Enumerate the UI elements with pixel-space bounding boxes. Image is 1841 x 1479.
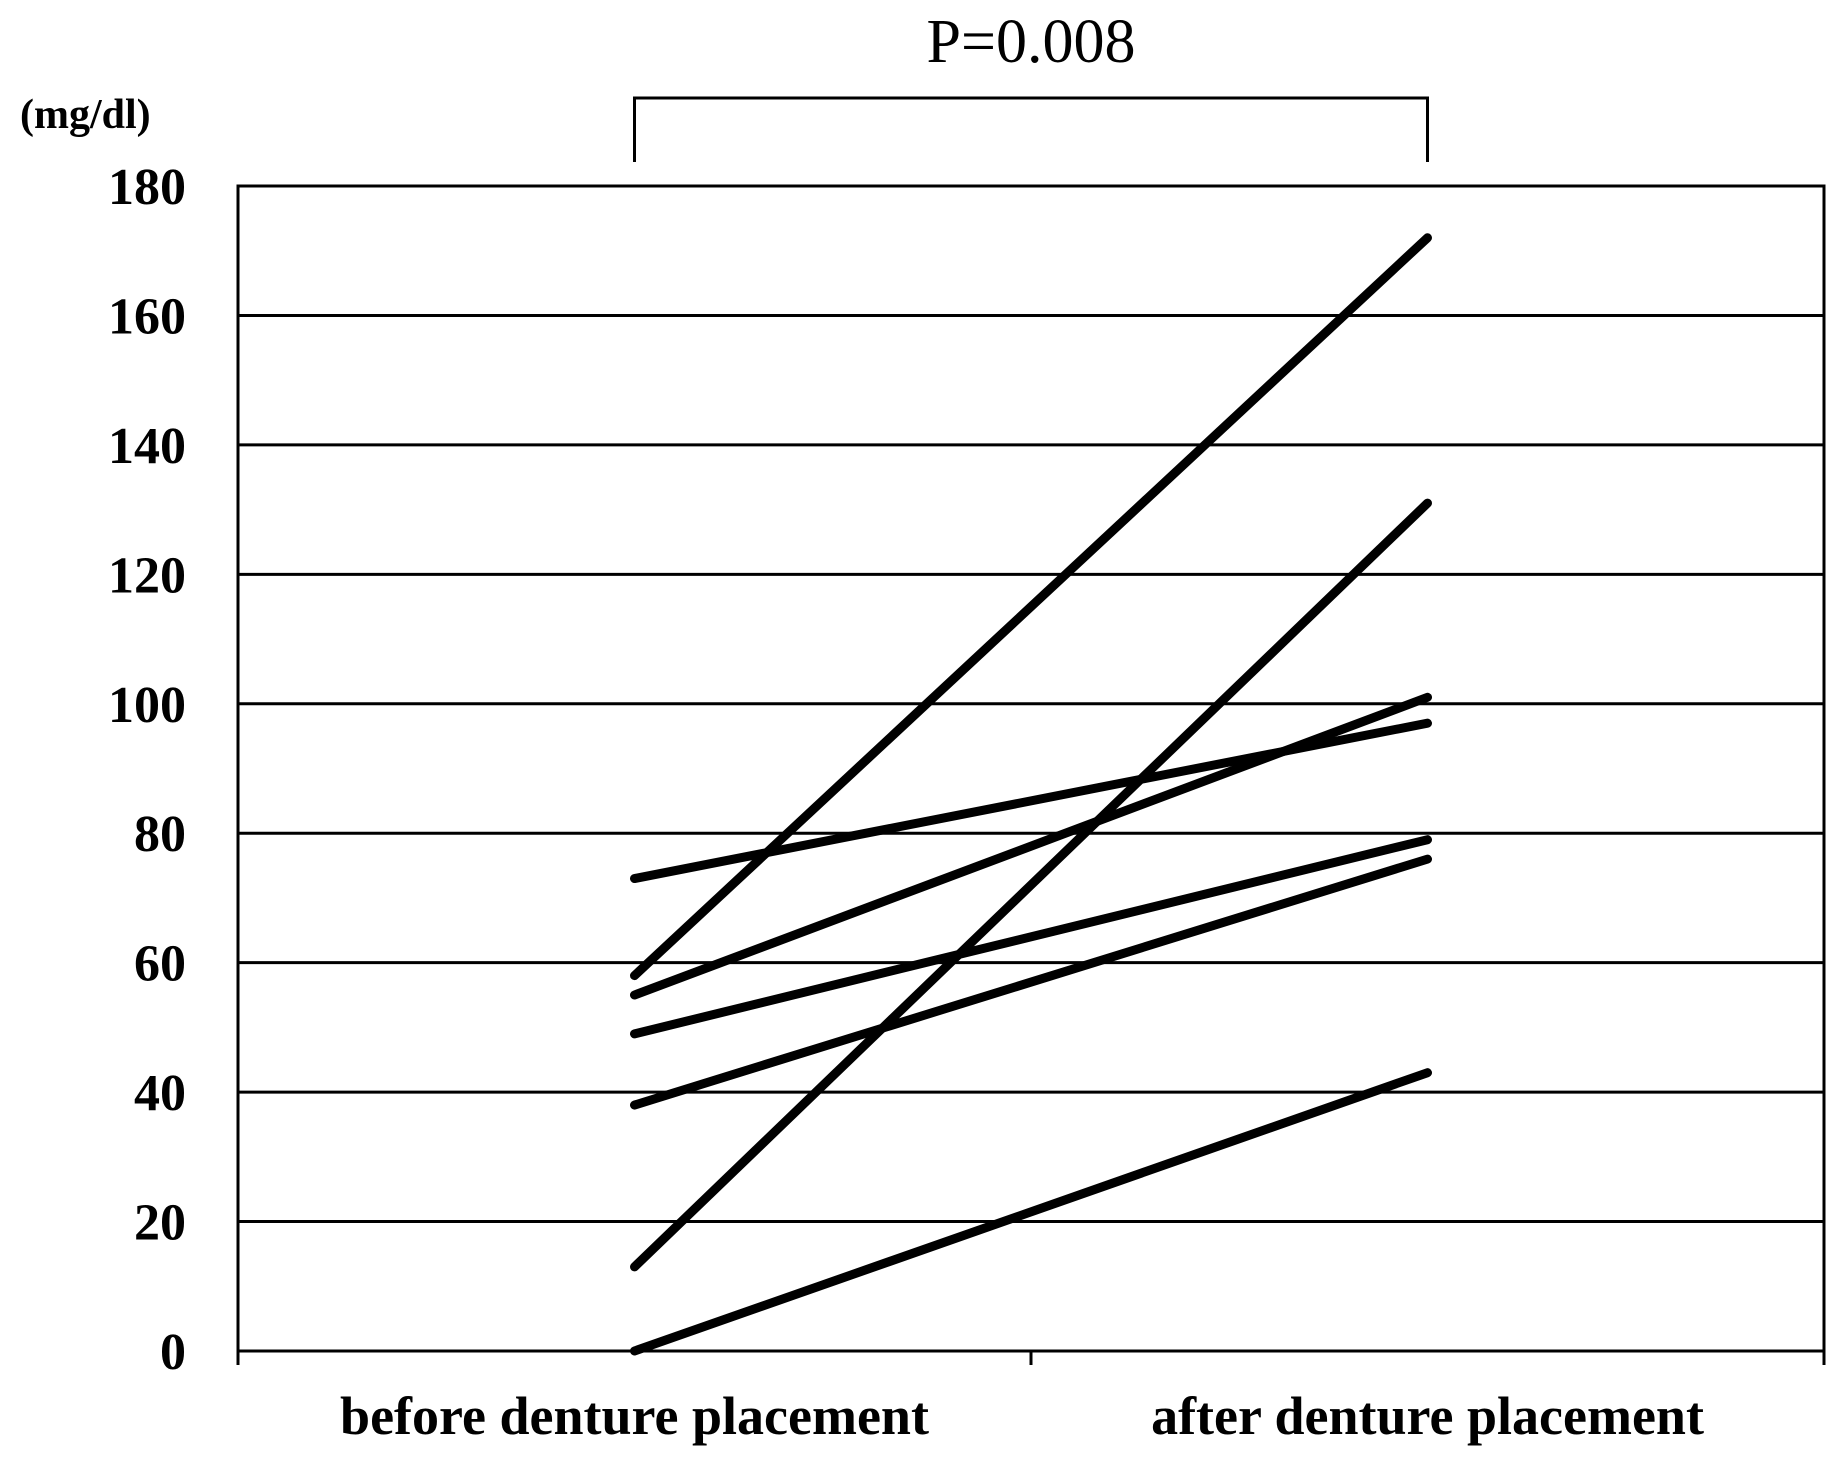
series-lines (630, 233, 1432, 1356)
series-line-6 (630, 854, 1432, 1110)
y-tick-label-80: 80 (134, 806, 186, 863)
y-axis-unit-label: (mg/dl) (20, 92, 151, 138)
series-line-2 (630, 498, 1432, 1272)
y-tick-label-60: 60 (134, 936, 186, 993)
x-category-label-1: after denture placement (1151, 1386, 1704, 1446)
y-tick-label-0: 0 (160, 1324, 186, 1381)
y-tick-label-120: 120 (108, 547, 186, 604)
x-axis-ticks (236, 1351, 1826, 1365)
y-axis-tick-labels: 0 20 40 60 80 100 120 140 160 180 (108, 159, 186, 1381)
series-line-5 (630, 835, 1432, 1039)
y-tick-label-180: 180 (108, 159, 186, 216)
p-value-annotation: P=0.008 (927, 8, 1136, 76)
plot-frame (236, 184, 1826, 1353)
y-tick-label-100: 100 (108, 677, 186, 734)
y-tick-label-20: 20 (134, 1195, 186, 1252)
y-tick-label-40: 40 (134, 1065, 186, 1122)
y-tick-label-140: 140 (108, 418, 186, 475)
significance-bracket (633, 96, 1429, 162)
series-line-4 (630, 692, 1432, 1000)
x-axis-category-labels: before denture placement after denture pl… (340, 1386, 1704, 1446)
gridlines (238, 184, 1824, 1353)
x-category-label-0: before denture placement (340, 1386, 929, 1446)
y-tick-label-160: 160 (108, 288, 186, 345)
series-line-7 (630, 1068, 1432, 1356)
